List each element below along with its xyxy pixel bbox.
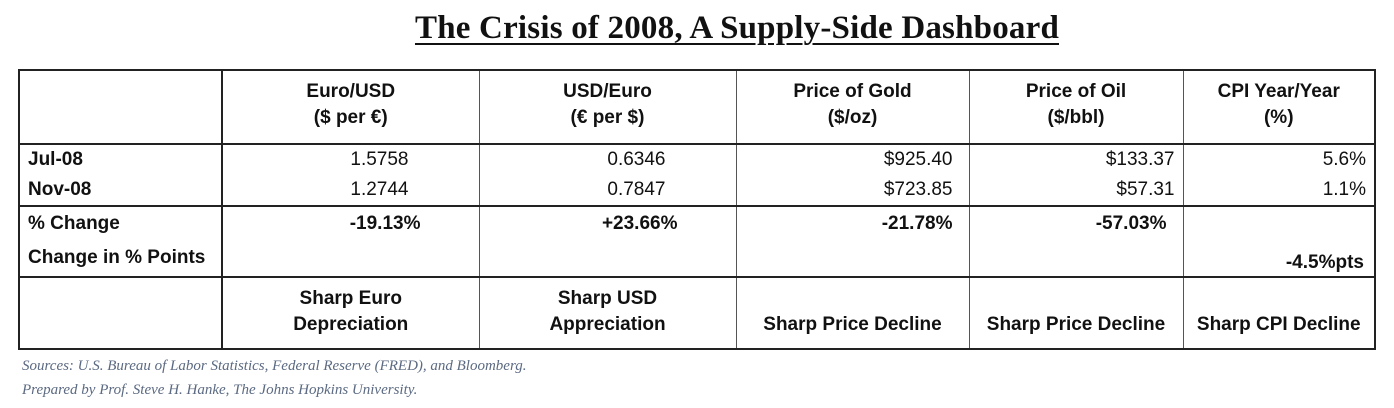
conclusion-cell: Sharp CPI Decline <box>1182 312 1376 350</box>
change-cell: +23.66% <box>478 206 736 240</box>
col-header-cpi: CPI Year/Year <box>1182 69 1376 105</box>
dashboard-table: Euro/USD USD/Euro Price of Gold Price of… <box>18 69 1376 350</box>
table-cell: $57.31 <box>968 175 1183 207</box>
header-row: Euro/USD USD/Euro Price of Gold Price of… <box>18 69 1376 105</box>
table-cell: 1.5758 <box>221 144 479 175</box>
col-unit-gold: ($/oz) <box>735 105 969 145</box>
conclusion-corner <box>18 277 222 312</box>
sources-note: Sources: U.S. Bureau of Labor Statistics… <box>22 354 527 402</box>
col-unit-usd-euro: (€ per $) <box>478 105 736 145</box>
points-cell <box>735 240 969 278</box>
table-cell: 1.1% <box>1182 175 1376 207</box>
col-header-euro-usd: Euro/USD <box>221 69 479 105</box>
conclusion-cell <box>968 277 1183 312</box>
change-row: % Change -19.13% +23.66% -21.78% -57.03% <box>18 206 1376 240</box>
header-corner-lower <box>18 105 222 145</box>
col-unit-euro-usd: ($ per €) <box>221 105 479 145</box>
points-cell <box>968 240 1183 278</box>
table-row: Nov-08 1.2744 0.7847 $723.85 $57.31 1.1% <box>18 175 1376 207</box>
table-row: Jul-08 1.5758 0.6346 $925.40 $133.37 5.6… <box>18 144 1376 175</box>
points-cell <box>221 240 479 278</box>
conclusion-cell: Sharp Price Decline <box>735 312 969 350</box>
conclusion-cell: Depreciation <box>221 312 479 350</box>
header-unit-row: ($ per €) (€ per $) ($/oz) ($/bbl) (%) <box>18 105 1376 145</box>
col-unit-cpi: (%) <box>1182 105 1376 145</box>
conclusion-cell <box>1182 277 1376 312</box>
table-cell: 5.6% <box>1182 144 1376 175</box>
row-label-pct-points: Change in % Points <box>18 240 222 278</box>
header-corner <box>18 69 222 105</box>
change-cell <box>1182 206 1376 240</box>
table-cell: $723.85 <box>735 175 969 207</box>
change-cell: -19.13% <box>221 206 479 240</box>
col-header-usd-euro: USD/Euro <box>478 69 736 105</box>
row-label-nov08: Nov-08 <box>18 175 222 207</box>
table-cell: 0.6346 <box>478 144 736 175</box>
conclusion-row: Depreciation Appreciation Sharp Price De… <box>18 312 1376 350</box>
conclusion-corner <box>18 312 222 350</box>
points-row: Change in % Points -4.5%pts <box>18 240 1376 278</box>
col-unit-oil: ($/bbl) <box>968 105 1183 145</box>
row-label-pct-change: % Change <box>18 206 222 240</box>
table-cell: $133.37 <box>968 144 1183 175</box>
change-cell: -21.78% <box>735 206 969 240</box>
points-cell: -4.5%pts <box>1182 240 1376 278</box>
col-header-gold: Price of Gold <box>735 69 969 105</box>
change-cell: -57.03% <box>968 206 1183 240</box>
conclusion-row: Sharp Euro Sharp USD <box>18 277 1376 312</box>
conclusion-cell <box>735 277 969 312</box>
conclusion-cell: Appreciation <box>478 312 736 350</box>
points-cell <box>478 240 736 278</box>
table-cell: 1.2744 <box>221 175 479 207</box>
page-title: The Crisis of 2008, A Supply-Side Dashbo… <box>414 10 1059 46</box>
prepared-by-line: Prepared by Prof. Steve H. Hanke, The Jo… <box>22 382 418 398</box>
row-label-jul08: Jul-08 <box>18 144 222 175</box>
table-cell: 0.7847 <box>478 175 736 207</box>
sources-line: Sources: U.S. Bureau of Labor Statistics… <box>22 358 527 374</box>
conclusion-cell: Sharp USD <box>478 277 736 312</box>
col-header-oil: Price of Oil <box>968 69 1183 105</box>
conclusion-cell: Sharp Euro <box>221 277 479 312</box>
conclusion-cell: Sharp Price Decline <box>968 312 1183 350</box>
table-cell: $925.40 <box>735 144 969 175</box>
